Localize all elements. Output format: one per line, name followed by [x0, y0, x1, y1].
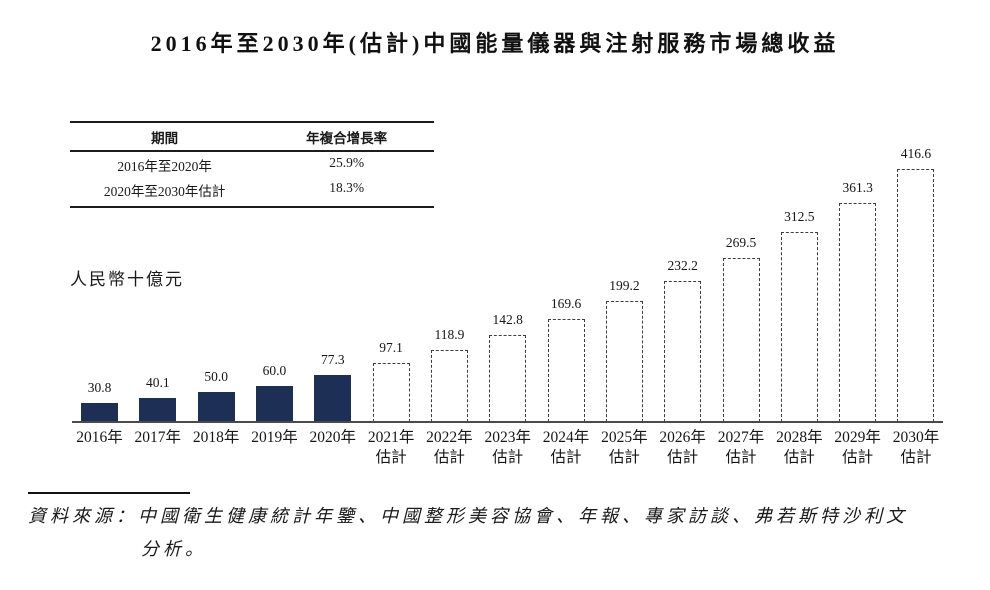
source-divider — [28, 492, 190, 494]
x-axis-line — [72, 421, 943, 423]
bar-value-label: 361.3 — [842, 180, 873, 195]
period-cell: 2016年至2020年 — [117, 159, 212, 174]
bar-estimate — [664, 281, 702, 422]
period-cell: 2020年至2030年估計 — [103, 184, 226, 199]
cagr-table-header: 期間 年複合增長率 — [70, 123, 434, 152]
x-axis-category-label: 2019年 — [251, 429, 298, 446]
bar-actual — [139, 398, 177, 422]
bar-value-label: 232.2 — [667, 258, 698, 273]
bar-actual — [81, 403, 118, 422]
source-line-2: 分析。 — [141, 539, 207, 559]
bar-estimate — [430, 350, 468, 422]
bar-value-label: 30.8 — [87, 380, 112, 395]
bar-value-label: 50.0 — [204, 369, 228, 384]
x-axis-category-label: 2017年 — [134, 429, 182, 446]
source-line-1: 中國衛生健康統計年鑒、中國整形美容協會、年報、專家訪談、弗若斯特沙利文 — [138, 506, 908, 526]
y-axis-unit-label: 人民幣十億元 — [70, 270, 184, 289]
cagr-cell: 25.9% — [329, 155, 365, 170]
cagr-cell: 18.3% — [329, 180, 365, 195]
bar-value-label: 142.8 — [492, 312, 523, 327]
x-axis-category-label: 2022年 估計 — [426, 429, 473, 466]
x-axis-category-label: 2029年 估計 — [834, 429, 881, 466]
bar-actual — [314, 375, 352, 422]
bar-value-label: 118.9 — [434, 327, 465, 342]
bar-estimate — [489, 335, 527, 422]
x-axis-category-label: 2016年 — [76, 429, 123, 446]
x-axis-category-label: 2021年 估計 — [367, 429, 415, 466]
source-note: 資料來源：中國衛生健康統計年鑒、中國整形美容協會、年報、專家訪談、弗若斯特沙利文… — [28, 492, 968, 566]
cagr-table-header-cagr: 年複合增長率 — [306, 131, 388, 146]
cagr-table-header-period: 期間 — [151, 131, 179, 146]
bar-estimate — [547, 319, 585, 422]
bar-value-label: 416.6 — [900, 146, 932, 161]
x-axis-category-label: 2028年 估計 — [776, 429, 823, 466]
x-axis-category-label: 2020年 — [309, 429, 357, 446]
bar-value-label: 97.1 — [379, 340, 403, 355]
bar-actual — [197, 392, 235, 422]
bar-value-label: 269.5 — [725, 235, 757, 250]
x-axis-category-label: 2025年 估計 — [601, 429, 648, 466]
table-row: 2020年至2030年估計 18.3% — [70, 177, 434, 206]
bar-value-label: 169.6 — [550, 296, 582, 311]
x-axis-category-label: 2018年 — [192, 429, 240, 446]
bar-estimate — [897, 169, 935, 422]
x-axis-category-label: 2027年 估計 — [717, 429, 765, 466]
bar-value-label: 312.5 — [784, 209, 815, 224]
bar-estimate — [372, 363, 410, 422]
bar-value-label: 60.0 — [262, 363, 287, 378]
bar-actual — [255, 386, 293, 422]
x-axis-category-label: 2024年 估計 — [542, 429, 590, 466]
x-axis-category-label: 2026年 估計 — [659, 429, 706, 466]
page-title: 2016年至2030年(估計)中國能量儀器與注射服務市場總收益 — [150, 31, 840, 56]
bar-estimate — [722, 258, 760, 422]
bar-value-label: 77.3 — [320, 352, 345, 367]
cagr-table: 期間 年複合增長率 2016年至2020年 25.9% 2020年至2030年估… — [70, 121, 434, 208]
x-axis-category-label: 2023年 估計 — [484, 429, 531, 466]
bar-estimate — [780, 232, 818, 422]
source-text: 資料來源：中國衛生健康統計年鑒、中國整形美容協會、年報、專家訪談、弗若斯特沙利文… — [28, 500, 968, 566]
table-row: 2016年至2020年 25.9% — [70, 152, 434, 177]
source-label: 資料來源： — [28, 506, 138, 526]
bar-value-label: 199.2 — [609, 278, 640, 293]
x-axis-category-label: 2030年 估計 — [892, 429, 940, 466]
bar-estimate — [605, 301, 643, 422]
bar-estimate — [839, 203, 877, 422]
bar-value-label: 40.1 — [146, 375, 170, 390]
